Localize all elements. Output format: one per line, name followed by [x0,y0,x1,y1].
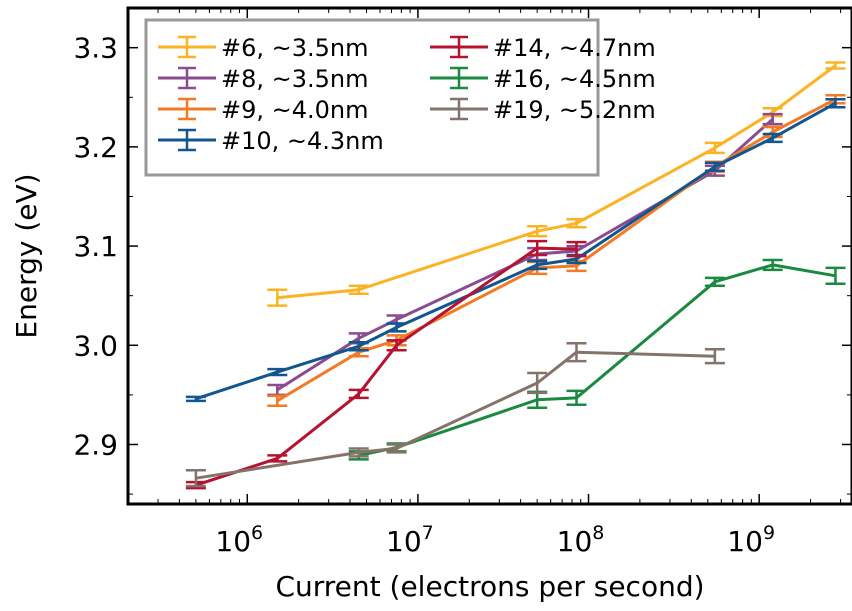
series-n10 [185,98,846,403]
error-bar [348,388,369,400]
legend-item: #9, ~4.0nm [158,96,369,124]
x-tick-label: 109 [727,522,775,558]
legend-label: #16, ~4.5nm [493,65,656,93]
error-bar [704,141,725,155]
legend-item: #19, ~5.2nm [430,96,656,124]
error-bar [348,284,369,295]
error-bar [704,347,725,365]
legend-label: #19, ~5.2nm [493,96,656,124]
y-axis-title: Energy (eV) [10,173,43,338]
series-line [195,350,715,480]
error-bar [825,266,846,286]
legend-label: #9, ~4.0nm [221,96,369,124]
error-bar [762,112,783,126]
error-bar [386,443,407,454]
legend-label: #8, ~3.5nm [221,65,369,93]
error-bar [386,339,407,352]
y-tick-label: 3.2 [73,131,118,164]
series-layer [185,61,846,490]
error-bar [527,259,548,271]
error-bar [267,367,288,377]
legend-item: #6, ~3.5nm [158,34,369,62]
error-bar [267,394,288,408]
legend-label: #6, ~3.5nm [221,34,369,62]
error-bar [527,224,548,238]
x-tick-label: 107 [386,522,434,558]
x-tick-label: 106 [215,522,263,558]
error-bar [527,239,548,257]
x-tick-label: 108 [557,522,605,558]
legend: #6, ~3.5nm #8, ~3.5nm #9, ~4.0nm #10, ~4.3n… [144,18,656,177]
axes-layer: 2.9 3.0 3.1 3.2 3.3 106 107 108 109 [73,6,852,558]
legend-box [144,18,600,177]
error-bar [704,161,725,172]
error-bar [566,240,587,258]
error-bar [267,454,288,463]
error-bar [348,447,369,458]
error-bar [704,276,725,288]
y-tick-label: 3.3 [73,32,118,65]
error-bar [762,258,783,272]
legend-label: #14, ~4.7nm [493,34,656,62]
error-bar [566,218,587,229]
series-n14 [185,239,587,490]
error-bar [348,341,369,352]
plot-frame [126,6,852,506]
legend-item: #16, ~4.5nm [430,65,656,93]
error-bar [825,61,846,70]
error-bar [386,322,407,333]
legend-item: #10, ~4.3nm [158,127,384,155]
error-bar [185,395,206,403]
error-bar [267,288,288,307]
series-n19 [185,342,725,488]
y-tick-label: 3.1 [73,230,118,263]
series-n16 [348,258,846,461]
y-tick-label: 3.0 [73,329,118,362]
error-bar [566,342,587,363]
legend-label: #10, ~4.3nm [221,127,384,155]
error-bar [762,132,783,144]
x-axis-title: Current (electrons per second) [275,570,704,603]
error-bar [825,98,846,109]
error-bar [527,371,548,395]
legend-item: #8, ~3.5nm [158,65,369,93]
error-bar [185,469,206,488]
series-line [195,246,577,487]
series-line [358,263,836,457]
series-n6 [267,61,846,307]
y-tick-label: 2.9 [73,428,118,461]
error-bar [566,389,587,407]
legend-item: #14, ~4.7nm [430,34,656,62]
